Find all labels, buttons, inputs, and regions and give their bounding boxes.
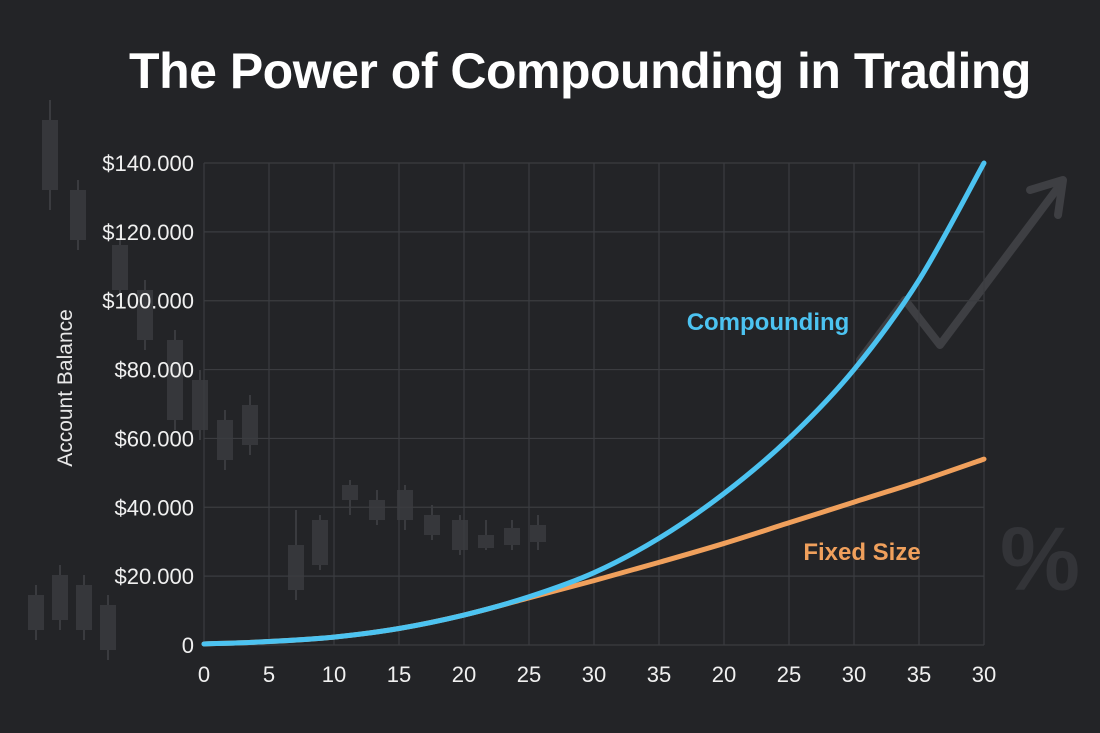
candle-body <box>530 525 546 542</box>
candle-body <box>167 340 183 420</box>
x-tick-label: 20 <box>712 662 736 687</box>
y-tick-label: 0 <box>182 633 194 658</box>
candle-body <box>478 535 494 548</box>
candle-body <box>112 245 128 290</box>
chart-title: The Power of Compounding in Trading <box>129 43 1031 99</box>
x-tick-label: 0 <box>198 662 210 687</box>
candle-body <box>52 575 68 620</box>
candle-body <box>192 380 208 430</box>
y-tick-label: $40.000 <box>114 495 194 520</box>
x-tick-label: 30 <box>842 662 866 687</box>
candle-body <box>504 528 520 545</box>
x-tick-label: 35 <box>647 662 671 687</box>
series-line-compounding <box>201 160 987 647</box>
candle-body <box>42 120 58 190</box>
series-lines <box>201 160 987 647</box>
candle-body <box>369 500 385 520</box>
candle-body <box>452 520 468 550</box>
y-tick-label: $140.000 <box>102 151 194 176</box>
trend-arrow-head <box>1026 176 1067 219</box>
axis-ticks: 0 5 10 15 20 25 30 35 20 25 30 35 30 0 $20.000 $40.000 $… <box>102 151 996 687</box>
candle-body <box>28 595 44 630</box>
candle-body <box>137 290 153 340</box>
y-tick-label: $60.000 <box>114 426 194 451</box>
y-axis-label: Account Balance <box>54 309 77 467</box>
background-decorations: % <box>28 100 1080 660</box>
series-label-compounding: Compounding <box>687 309 850 336</box>
candle-body <box>76 585 92 630</box>
y-tick-label: $20.000 <box>114 564 194 589</box>
candle-body <box>217 420 233 460</box>
y-tick-label: $80.000 <box>114 358 194 383</box>
candle-body <box>70 190 86 240</box>
candle-body <box>288 545 304 590</box>
x-tick-label: 25 <box>517 662 541 687</box>
y-tick-label: $120.000 <box>102 220 194 245</box>
candle-body <box>312 520 328 565</box>
series-labels: Compounding Fixed Size <box>687 309 921 566</box>
x-tick-label: 35 <box>907 662 931 687</box>
x-tick-label: 15 <box>387 662 411 687</box>
candle-body <box>100 605 116 650</box>
gridlines <box>203 162 985 646</box>
percent-icon: % <box>1000 510 1080 610</box>
series-label-fixed-size: Fixed Size <box>803 539 920 566</box>
candle-body <box>397 490 413 520</box>
y-tick-label: $100.000 <box>102 289 194 314</box>
x-tick-label: 30 <box>582 662 606 687</box>
candle-body <box>242 405 258 445</box>
x-tick-label: 25 <box>777 662 801 687</box>
candle-body <box>342 485 358 500</box>
candle-body <box>424 515 440 535</box>
x-tick-label: 30 <box>972 662 996 687</box>
x-tick-label: 10 <box>322 662 346 687</box>
x-tick-label: 5 <box>263 662 275 687</box>
x-tick-label: 20 <box>452 662 476 687</box>
